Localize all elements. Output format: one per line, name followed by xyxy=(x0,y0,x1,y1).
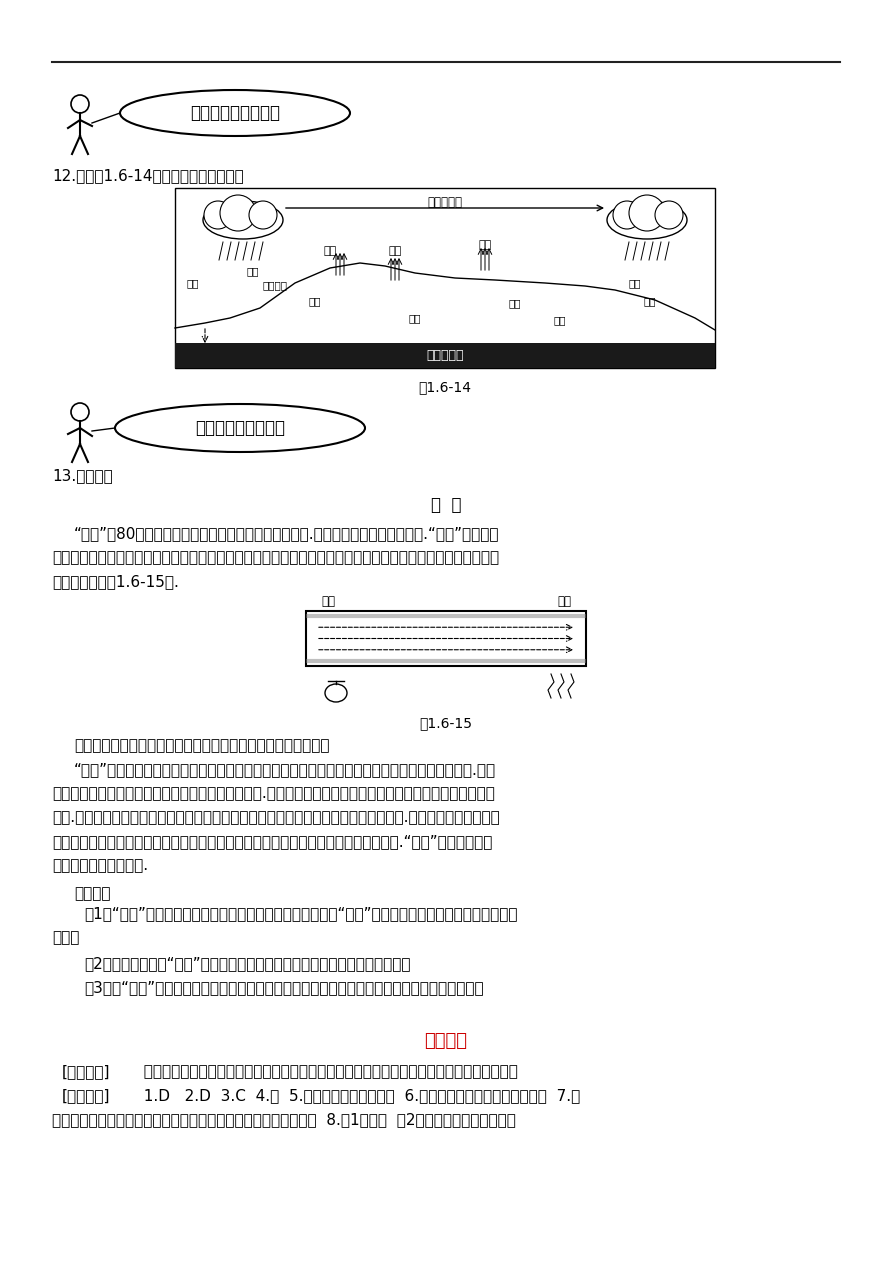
Text: 图1.6-14: 图1.6-14 xyxy=(418,380,472,394)
Ellipse shape xyxy=(203,201,283,239)
FancyBboxPatch shape xyxy=(175,343,715,369)
Ellipse shape xyxy=(607,201,687,239)
Text: 参考答案: 参考答案 xyxy=(425,1032,467,1050)
Text: 陆地: 陆地 xyxy=(409,313,421,323)
Text: （2）请比较一下，“热管”的工作原理和电冰箱的工作原理有哪些相似的地方？: （2）请比较一下，“热管”的工作原理和电冰箱的工作原理有哪些相似的地方？ xyxy=(84,957,410,970)
Circle shape xyxy=(204,201,232,228)
FancyBboxPatch shape xyxy=(306,611,586,666)
Text: 河流: 河流 xyxy=(508,298,521,308)
Text: 地表径流: 地表径流 xyxy=(262,280,287,290)
Text: 降水: 降水 xyxy=(247,266,260,276)
Circle shape xyxy=(629,196,665,231)
Text: 想一想，如何探究？: 想一想，如何探究？ xyxy=(190,103,280,122)
Text: 当管的一端受热时，热量会很快传到另一端，这是什么道理呢？: 当管的一端受热时，热量会很快传到另一端，这是什么道理呢？ xyxy=(74,738,329,753)
Text: 地下水迁移: 地下水迁移 xyxy=(426,350,464,362)
Text: [探究体验]: [探究体验] xyxy=(62,1064,111,1079)
Ellipse shape xyxy=(115,404,365,452)
Text: 冷端: 冷端 xyxy=(557,594,571,608)
Text: 蒸发: 蒸发 xyxy=(388,246,401,256)
Text: 渗漏: 渗漏 xyxy=(186,278,199,288)
Text: 热  管: 热 管 xyxy=(431,496,461,514)
Text: 1.D   2.D  3.C  4.略  5.汽，液；放；吸；降低  6.增大气压提高沸点；熔点；爆炸  7.水: 1.D 2.D 3.C 4.略 5.汽，液；放；吸；降低 6.增大气压提高沸点；… xyxy=(134,1088,581,1103)
Text: 热端: 热端 xyxy=(321,594,335,608)
Text: 蒸发: 蒸发 xyxy=(324,246,336,256)
Text: 升高？: 升高？ xyxy=(52,930,79,945)
Circle shape xyxy=(655,201,683,228)
Text: 蒸发: 蒸发 xyxy=(478,240,491,250)
Text: 不复杂，它是一根两端封闭的金属管，管内壁衬了一层多孔的材料，叫做吸收芯，吸收芯中充有酒精或其他容易: 不复杂，它是一根两端封闭的金属管，管内壁衬了一层多孔的材料，叫做吸收芯，吸收芯中… xyxy=(52,550,500,565)
Text: 海洋: 海洋 xyxy=(644,297,657,305)
Text: 液化；有；小水珠；水蒸气遇冷液化；无；无小水珠；蒸发皿温度高，水蒸气没有液化；遇冷: 液化；有；小水珠；水蒸气遇冷液化；无；无小水珠；蒸发皿温度高，水蒸气没有液化；遇… xyxy=(134,1064,518,1079)
Text: 降水: 降水 xyxy=(629,278,641,288)
Text: （3）用“热管”可以很快地把一个物体内部产生的热量散发出来，你能想出它的一个应用实例吗？: （3）用“热管”可以很快地把一个物体内部产生的热量散发出来，你能想出它的一个应用… xyxy=(84,981,483,994)
Text: 12.观察图1.6-14，你能得到哪些信息？: 12.观察图1.6-14，你能得到哪些信息？ xyxy=(52,168,244,183)
Text: 湖泊: 湖泊 xyxy=(309,297,321,305)
Text: 水蒸气迁移: 水蒸气迁移 xyxy=(427,196,462,209)
Circle shape xyxy=(613,201,641,228)
Text: “热管”是80年代研制出来的一种导热本领非常大的装置.它比铜的导热本领大上千倍.“热管”的结构并: “热管”是80年代研制出来的一种导热本领非常大的装置.它比铜的导热本领大上千倍.… xyxy=(74,526,500,541)
Text: 汽化的液体（图1.6-15）.: 汽化的液体（图1.6-15）. xyxy=(52,574,179,589)
Text: 术领域发挥着重要作用.: 术领域发挥着重要作用. xyxy=(52,858,148,873)
Text: 化时要分别吸收和放出大量的热，热管正是利用了这一性质，达到高效传递热量的目的.“热管”在一些高新技: 化时要分别吸收和放出大量的热，热管正是利用了这一性质，达到高效传递热量的目的.“… xyxy=(52,834,492,849)
Text: [快乐套餐]: [快乐套餐] xyxy=(62,1088,111,1103)
Text: （1）“热管”被加热的那一端的温度为什么不会很快升上去？“热管”没有被加热的那一端的温度为什么会: （1）“热管”被加热的那一端的温度为什么不会很快升上去？“热管”没有被加热的那一… xyxy=(84,906,517,921)
Text: 读一读，你有何收获: 读一读，你有何收获 xyxy=(195,419,285,437)
Ellipse shape xyxy=(120,90,350,136)
Text: 回流: 回流 xyxy=(554,316,566,326)
Text: 图1.6-15: 图1.6-15 xyxy=(419,716,473,729)
Text: 请回答：: 请回答： xyxy=(74,886,111,901)
Text: 13.阅读材料: 13.阅读材料 xyxy=(52,468,112,483)
Circle shape xyxy=(249,201,277,228)
Text: 蒸气液化；水汽化时吸收大量的热，不致使发射台底温度升得太高  8.（1）沸点  （2）先吸热汽化后放热液化: 蒸气液化；水汽化时吸收大量的热，不致使发射台底温度升得太高 8.（1）沸点 （2… xyxy=(52,1112,516,1127)
FancyBboxPatch shape xyxy=(175,188,715,369)
Text: 一端.如此往复循环，热管里的液体不断地通过汽化和液化，把热量从一端传递到另一端.液体在汽化和气体在液: 一端.如此往复循环，热管里的液体不断地通过汽化和液化，把热量从一端传递到另一端.… xyxy=(52,810,500,825)
Circle shape xyxy=(220,196,256,231)
Text: 端由于未受热，温度低，蒸汽就在这一端放热而液化.冷凝的液体被吸收芯吸附，通过毛细作用又回到了受热的: 端由于未受热，温度低，蒸汽就在这一端放热而液化.冷凝的液体被吸收芯吸附，通过毛细… xyxy=(52,786,495,801)
Text: “热管”的一端受热时，这一端吸收芯中的液体因吸热而汽化，蒸汽沿着管子由受热一端跑到另一端.另一: “热管”的一端受热时，这一端吸收芯中的液体因吸热而汽化，蒸汽沿着管子由受热一端跑… xyxy=(74,762,496,777)
